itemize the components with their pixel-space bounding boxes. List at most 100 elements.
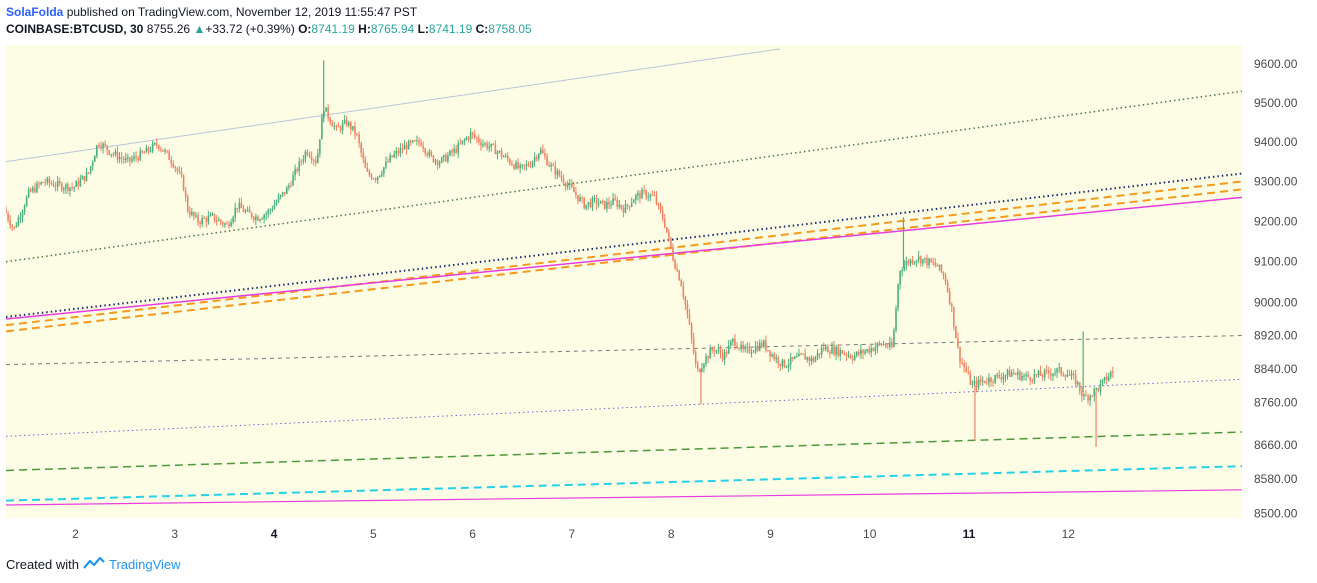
candle-body: [730, 341, 732, 346]
candle-body: [193, 211, 195, 217]
candle-body: [277, 196, 280, 202]
candle-body: [868, 349, 870, 353]
candle-body: [1083, 394, 1085, 397]
candle-body: [478, 138, 480, 143]
candle-body: [736, 345, 738, 349]
candle-body: [93, 156, 96, 162]
candle-body: [331, 122, 334, 127]
candle-body: [876, 343, 879, 348]
candle-body: [482, 144, 484, 146]
candle-body: [44, 182, 47, 184]
candle-body: [283, 192, 286, 194]
candle-body: [102, 143, 104, 149]
candle-body: [191, 211, 193, 215]
candle-body: [870, 348, 873, 353]
candle-body: [773, 354, 775, 360]
candle-body: [312, 159, 315, 161]
candle-body: [461, 140, 464, 144]
candle-body: [246, 209, 249, 211]
candle-body: [944, 275, 947, 283]
candle-body: [166, 150, 168, 152]
candle-body: [1004, 374, 1007, 377]
candle-body: [637, 193, 639, 196]
candle-body: [259, 219, 261, 221]
candle-body: [845, 353, 848, 356]
candle-body: [36, 183, 38, 193]
candle-body: [635, 195, 637, 200]
candle-body: [930, 258, 932, 263]
candle-body: [153, 143, 156, 145]
trendline-3: [6, 172, 1242, 318]
candle-body: [808, 357, 811, 361]
candle-body: [224, 223, 226, 225]
candle-body: [983, 380, 986, 383]
candle-body: [213, 213, 216, 221]
plot-area[interactable]: [6, 45, 1242, 518]
y-tick-label: 9500.00: [1254, 96, 1298, 110]
low-value: 8741.19: [428, 22, 473, 36]
candle-body: [824, 346, 827, 350]
candle-body: [822, 347, 825, 350]
candle-body: [201, 217, 203, 224]
candle-body: [1107, 376, 1110, 381]
candle-body: [445, 155, 447, 162]
candle-body: [1043, 370, 1046, 377]
candle-body: [756, 346, 759, 351]
candle-body: [250, 212, 253, 218]
candle-body: [643, 190, 645, 192]
trendline-2: [6, 90, 1242, 263]
candle-body: [519, 165, 521, 169]
candle-body: [1029, 377, 1032, 381]
candle-body: [701, 368, 703, 372]
tradingview-brand[interactable]: TradingView: [108, 557, 181, 572]
candle-body: [575, 192, 577, 196]
candle-body: [350, 122, 352, 130]
trendline-6: [6, 196, 1242, 320]
candle-body: [591, 198, 594, 208]
candle-body: [893, 330, 895, 347]
candle-body: [343, 119, 346, 124]
last-price: 8755.26: [146, 22, 191, 36]
candle-body: [127, 157, 129, 159]
candle-body: [1097, 388, 1100, 391]
candle-body: [777, 357, 780, 365]
price-axis[interactable]: 9600.00 9500.00 9400.00 9300.00 9200.00 9100.…: [1254, 57, 1298, 520]
candle-body: [325, 107, 327, 112]
candle-body: [288, 185, 290, 188]
candle-body: [219, 219, 222, 223]
candle-body: [583, 198, 585, 209]
candle-body: [587, 202, 590, 205]
ohlc-line: COINBASE:BTCUSD, 30 8755.26 ▲+33.72 (+0.…: [6, 21, 532, 38]
candle-body: [172, 163, 175, 167]
candle-body: [345, 119, 348, 126]
candle-body: [504, 155, 507, 157]
candle-body: [950, 304, 953, 307]
candle-body: [614, 198, 616, 200]
up-arrow-icon: ▲: [193, 22, 206, 36]
candle-body: [48, 178, 51, 184]
y-tick-label: 8500.00: [1254, 507, 1298, 521]
candle-body: [1072, 373, 1075, 375]
trendlines: [6, 48, 1242, 506]
candle-body: [585, 204, 588, 209]
time-axis[interactable]: 2 3 4 5 6 7 8 9 10 11 12: [72, 527, 1075, 541]
candle-body: [298, 161, 301, 172]
candle-body: [963, 362, 965, 368]
candle-body: [381, 173, 383, 176]
candle-body: [525, 164, 528, 166]
candle-body: [604, 200, 606, 209]
candle-body: [707, 356, 709, 359]
trendline-8: [6, 378, 1242, 437]
candle-body: [112, 153, 115, 155]
candle-body: [184, 190, 187, 197]
candle-body: [1033, 374, 1036, 381]
tradingview-logo-icon[interactable]: [83, 556, 105, 573]
candle-body: [622, 208, 625, 213]
candle-body: [973, 381, 976, 384]
candle-body: [926, 258, 928, 266]
author-link[interactable]: SolaFolda: [6, 5, 64, 19]
candle-body: [579, 197, 581, 201]
candle-body: [542, 149, 544, 154]
candle-body: [29, 189, 32, 192]
